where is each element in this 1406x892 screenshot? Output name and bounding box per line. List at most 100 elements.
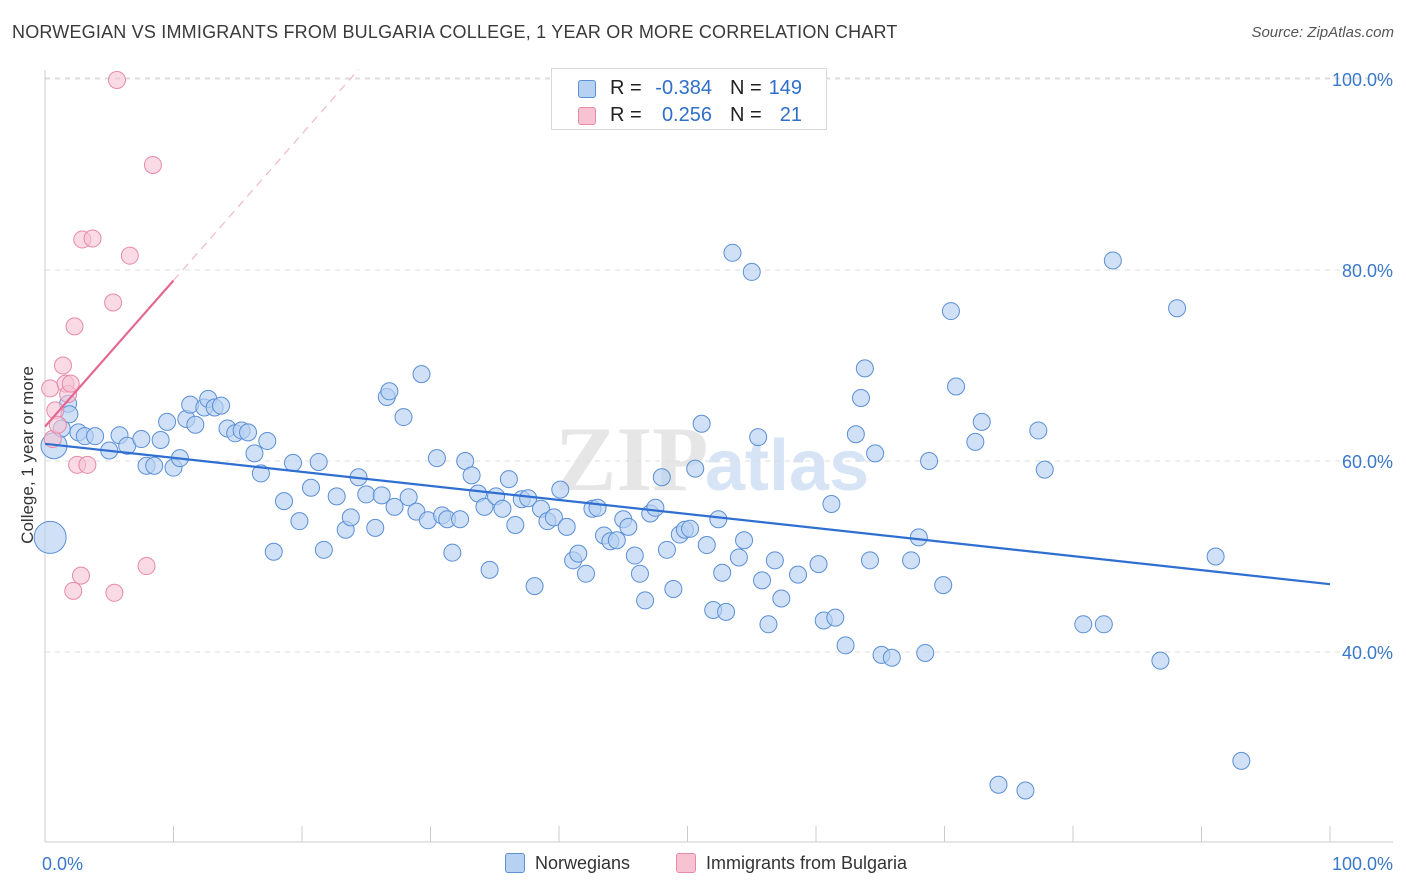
axes xyxy=(44,70,1393,843)
legend-r-label: R = xyxy=(610,104,642,126)
norwegians-swatch xyxy=(578,80,596,98)
norwegians-point xyxy=(742,262,761,281)
norwegians-point xyxy=(916,643,935,662)
norwegians-point xyxy=(525,577,544,596)
norwegians-point xyxy=(966,432,985,451)
bulgaria-trend-extension xyxy=(173,69,359,281)
norwegians-point xyxy=(284,453,303,472)
norwegians-point xyxy=(882,648,901,667)
norwegians-point xyxy=(314,540,333,559)
norwegians-point xyxy=(557,517,576,536)
norwegians-point xyxy=(499,470,518,489)
norwegians-point xyxy=(686,459,705,478)
norwegians-point xyxy=(902,551,921,570)
norwegians-point xyxy=(765,551,784,570)
norwegians-point xyxy=(920,452,939,470)
norwegians-point xyxy=(855,359,874,378)
norwegians-point xyxy=(462,466,481,485)
norwegians-point xyxy=(394,408,413,427)
norwegians-point xyxy=(664,579,683,598)
norwegians-point xyxy=(372,486,391,505)
norwegians-point xyxy=(735,531,754,550)
norwegians-point xyxy=(972,412,991,431)
norwegians-point xyxy=(717,602,736,621)
norwegians-point xyxy=(158,412,177,431)
trend-lines xyxy=(44,69,1331,586)
norwegians-point xyxy=(33,520,67,554)
norwegians-point xyxy=(646,498,665,517)
norwegians-point xyxy=(809,555,828,574)
norwegians-point xyxy=(341,508,360,527)
norwegians-point xyxy=(1035,460,1054,479)
norwegians-points xyxy=(33,243,1251,800)
norwegians-point xyxy=(357,485,376,504)
legend-swatch-bulgaria xyxy=(676,853,696,873)
norwegians-trend-line xyxy=(44,442,1331,586)
y-tick-label: 40.0% xyxy=(1342,643,1393,663)
norwegians-point xyxy=(506,515,525,534)
norwegians-point xyxy=(789,565,808,584)
legend-row-bulgaria: R = 0.256 N = 21 xyxy=(552,102,826,128)
legend-n-label: N = xyxy=(730,104,762,126)
x-tick-label-end: 100.0% xyxy=(1332,854,1393,874)
norwegians-point xyxy=(630,564,649,583)
norwegians-point xyxy=(723,243,742,262)
watermark-zip: ZIP xyxy=(555,408,708,510)
norwegians-point xyxy=(619,517,638,536)
norwegians-point xyxy=(652,468,671,487)
norwegians-point xyxy=(772,589,791,608)
y-tick-label: 100.0% xyxy=(1332,70,1393,90)
norwegians-point xyxy=(1074,615,1093,634)
norwegians-point xyxy=(309,452,328,471)
norwegians-point xyxy=(551,480,570,499)
norwegians-point xyxy=(1151,651,1170,670)
norwegians-point xyxy=(251,464,270,483)
norwegians-point xyxy=(692,414,711,433)
norwegians-point xyxy=(866,444,885,463)
norwegians-point xyxy=(145,456,164,475)
norwegians-point xyxy=(258,431,277,450)
norwegians-point xyxy=(1103,251,1122,270)
norwegians-point xyxy=(729,548,748,567)
norwegians-point xyxy=(657,540,676,559)
norwegians-point xyxy=(860,551,879,570)
legend-r-value-norwegians: -0.384 xyxy=(655,77,712,99)
norwegians-point xyxy=(239,423,258,442)
bulgaria-point xyxy=(41,379,60,398)
norwegians-point xyxy=(753,571,772,590)
norwegians-point xyxy=(697,536,716,555)
norwegians-point xyxy=(826,608,845,627)
correlation-legend: R = -0.384 N = 149 R = 0.256 N = 21 xyxy=(551,68,827,130)
bulgaria-point xyxy=(107,70,126,89)
y-tick-label: 60.0% xyxy=(1342,452,1393,472)
norwegians-point xyxy=(569,544,588,563)
norwegians-point xyxy=(399,488,418,507)
norwegians-point xyxy=(427,449,446,468)
norwegians-point xyxy=(245,444,264,463)
norwegians-point xyxy=(443,543,462,562)
legend-r-value-bulgaria: 0.256 xyxy=(661,104,712,126)
norwegians-point xyxy=(851,388,870,407)
norwegians-point xyxy=(493,499,512,518)
bulgaria-point xyxy=(65,317,84,336)
bulgaria-point xyxy=(143,155,162,174)
norwegians-point xyxy=(625,546,644,565)
norwegians-point xyxy=(544,508,563,527)
norwegians-point xyxy=(607,531,626,550)
norwegians-point xyxy=(475,497,494,516)
watermark: ZIP atlas xyxy=(555,408,869,510)
norwegians-point xyxy=(713,563,732,582)
norwegians-point xyxy=(989,775,1008,794)
chart-title: NORWEGIAN VS IMMIGRANTS FROM BULGARIA CO… xyxy=(12,22,898,42)
norwegians-point xyxy=(749,428,768,447)
norwegians-point xyxy=(681,519,700,538)
norwegians-point xyxy=(934,576,953,595)
y-tick-label: 80.0% xyxy=(1342,261,1393,281)
source-credit: Source: ZipAtlas.com xyxy=(1251,24,1394,41)
norwegians-point xyxy=(846,425,865,444)
norwegians-point xyxy=(132,430,151,449)
bulgaria-point xyxy=(83,229,102,248)
bulgaria-point xyxy=(105,583,124,602)
bulgaria-point xyxy=(120,246,139,265)
